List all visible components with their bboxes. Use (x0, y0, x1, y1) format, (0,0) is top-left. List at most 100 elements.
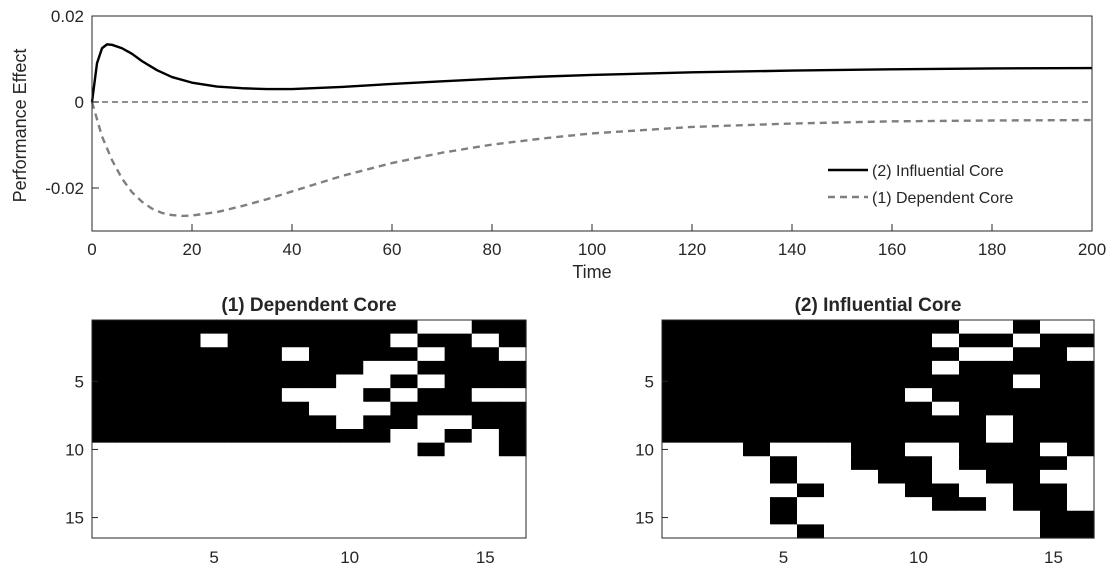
heatmap-cell (336, 320, 364, 335)
heatmap-cell (851, 388, 879, 403)
heatmap-cell (851, 360, 879, 376)
heatmap-cell (309, 320, 337, 335)
heatmap-cell (281, 333, 310, 348)
heatmap-cell (498, 347, 527, 362)
heatmap-cell (851, 415, 879, 430)
heatmap-cell (444, 333, 473, 348)
heatmap-cell (716, 456, 744, 471)
heatmap-cell (146, 388, 174, 403)
heatmap-cell (444, 469, 473, 485)
heatmap-cell (824, 510, 852, 525)
heatmap-cell (281, 483, 310, 498)
heatmap-cell (390, 442, 419, 457)
heatmap-cell (200, 415, 229, 430)
heatmap-cell (770, 401, 798, 416)
heatmap-cell (716, 374, 744, 389)
heatmap-cell (471, 360, 500, 376)
heatmap-cell (390, 333, 419, 348)
heatmap-cell (254, 442, 283, 457)
heatmap-cell (471, 333, 500, 348)
heatmap-cell (689, 388, 717, 403)
heatmap-cell (227, 347, 256, 362)
heatmap-cell (986, 429, 1014, 444)
heatmap-cell (959, 510, 987, 525)
heatmap-cell (417, 388, 446, 403)
line-chart-panel: 0 20 40 60 80 100 120 140 160 180 200 -0.02 0 0.02 Ti… (10, 7, 1106, 282)
heatmap-cell (878, 456, 906, 471)
heatmap-cell (1067, 469, 1095, 485)
heatmap-cell (254, 374, 283, 389)
heatmap-cell (716, 320, 744, 335)
heatmap-cell (146, 320, 174, 335)
heatmap-title-dependent-core: (1) Dependent Core (221, 295, 396, 316)
heatmap-cell (1013, 510, 1041, 525)
heatmap-cell (824, 442, 852, 457)
heatmap-cell (173, 469, 202, 485)
heatmap-cell (227, 374, 256, 389)
heatmap-cell (662, 320, 690, 335)
heatmap-cell (390, 360, 419, 376)
heatmap-cell (119, 320, 147, 335)
heatmap-cell (1067, 415, 1095, 430)
heatmap-cell (254, 497, 283, 512)
x-axis-label: Time (572, 262, 611, 282)
heatmap-cell (851, 320, 879, 335)
heatmap-cell (878, 401, 906, 416)
heatmap-cell (1067, 401, 1095, 416)
heatmap-cell (363, 320, 391, 335)
heatmap-cell (281, 524, 310, 539)
heatmap-cell (797, 360, 825, 376)
heatmap-cell (743, 347, 771, 362)
heatmap-cell (92, 415, 120, 430)
heatmap-cell (851, 347, 879, 362)
heatmap-cell (173, 347, 202, 362)
heatmap-cell (173, 456, 202, 471)
heatmap-cell (662, 429, 690, 444)
heatmap-cell (959, 401, 987, 416)
heatmap-cell (92, 456, 120, 471)
heatmap-cell (743, 497, 771, 512)
heatmap-cell (959, 456, 987, 471)
heatmap-cell (1040, 429, 1068, 444)
heatmap-cell (309, 347, 337, 362)
heatmap-cell (1040, 360, 1068, 376)
heatmap-cell (905, 442, 933, 457)
heatmap-cell (444, 442, 473, 457)
heatmap-cell (905, 483, 933, 498)
heatmap-cell (119, 429, 147, 444)
heatmap-cell (281, 360, 310, 376)
heatmap-cell (173, 415, 202, 430)
heatmap-cell (173, 429, 202, 444)
heatmap-cell (770, 415, 798, 430)
heatmap-cell (689, 510, 717, 525)
heatmap-cell (363, 333, 391, 348)
heatmap-cell (878, 469, 906, 485)
heatmap-cell (390, 388, 419, 403)
heatmap-cell (444, 360, 473, 376)
heatmap-cell (173, 401, 202, 416)
heatmap-cell (254, 415, 283, 430)
heatmap-cell (1067, 524, 1095, 539)
heatmap-cell (959, 429, 987, 444)
heatmap-cell (390, 483, 419, 498)
heatmap-cell (932, 483, 960, 498)
heatmap-x-tick-label: 15 (1044, 548, 1063, 567)
heatmap-cell (254, 524, 283, 539)
heatmap-cell (444, 497, 473, 512)
heatmap-cell (254, 456, 283, 471)
heatmap-cell (363, 524, 391, 539)
heatmap-cell (227, 360, 256, 376)
heatmap-cell (905, 415, 933, 430)
heatmap-cell (227, 415, 256, 430)
heatmap-cell (119, 333, 147, 348)
x-tick-label: 80 (483, 240, 502, 259)
heatmap-cell (92, 469, 120, 485)
heatmap-cell (824, 415, 852, 430)
heatmap-cell (498, 524, 527, 539)
heatmap-cell (336, 401, 364, 416)
heatmap-y-tick-label: 5 (645, 372, 654, 391)
heatmap-cell (797, 333, 825, 348)
heatmap-cell (336, 415, 364, 430)
heatmap-cell (797, 320, 825, 335)
heatmap-cell (1013, 360, 1041, 376)
